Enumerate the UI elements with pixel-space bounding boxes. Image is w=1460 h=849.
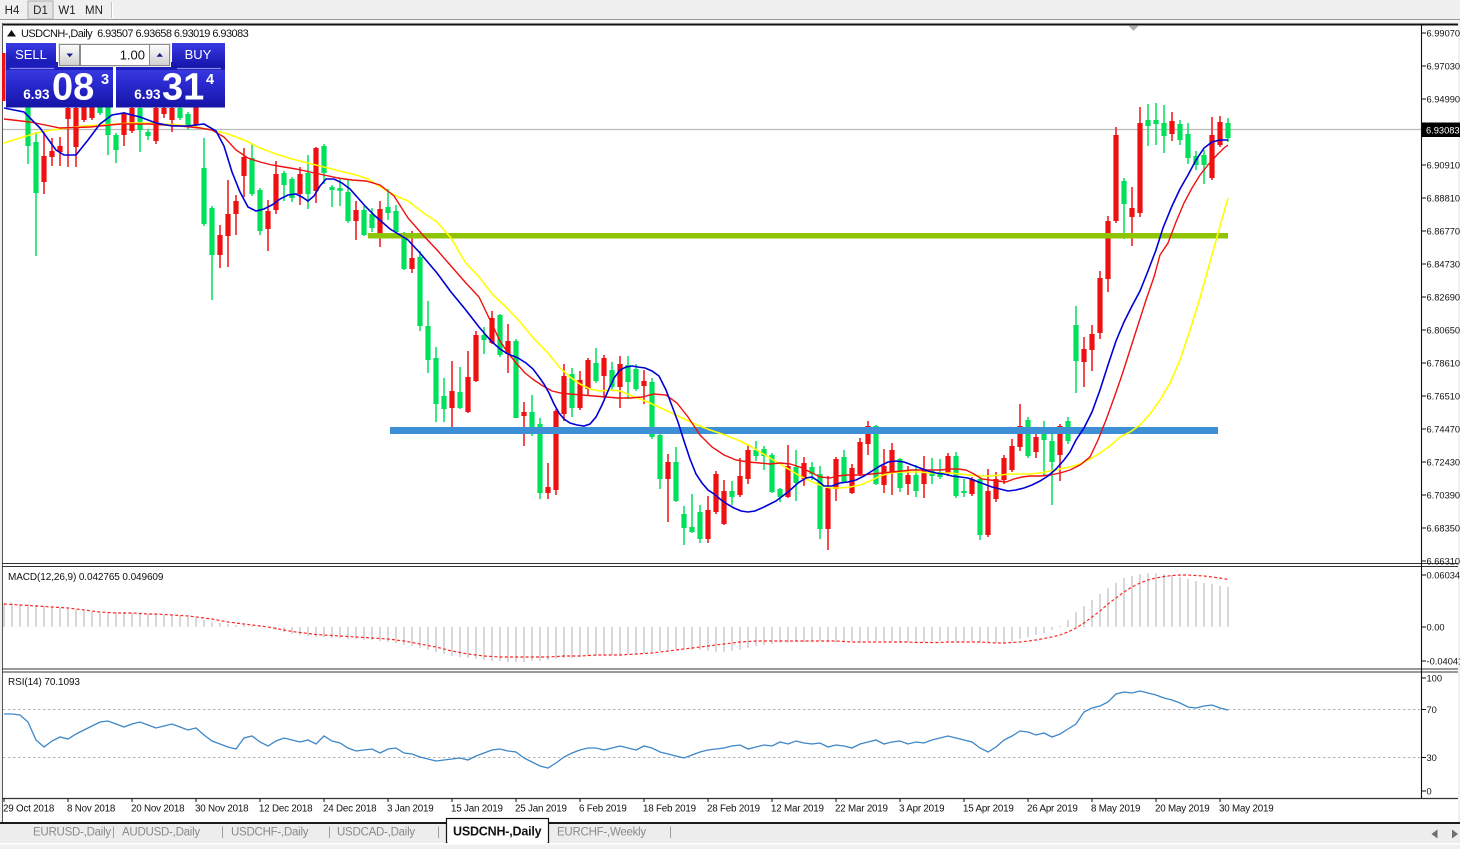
svg-text:6.70390: 6.70390: [1427, 491, 1460, 501]
svg-text:D1: D1: [33, 5, 48, 17]
svg-text:0.060342: 0.060342: [1427, 571, 1460, 581]
svg-text:28 Feb 2019: 28 Feb 2019: [707, 804, 760, 815]
svg-text:-0.040415: -0.040415: [1427, 657, 1460, 667]
svg-text:22 Mar 2019: 22 Mar 2019: [835, 804, 888, 815]
svg-text:AUDUSD-,Daily: AUDUSD-,Daily: [122, 827, 200, 839]
svg-text:USDCHF-,Daily: USDCHF-,Daily: [231, 827, 309, 839]
svg-text:0.00: 0.00: [1427, 623, 1445, 633]
svg-text:6.68350: 6.68350: [1427, 524, 1460, 534]
svg-text:6.88810: 6.88810: [1427, 194, 1460, 204]
svg-text:6.97030: 6.97030: [1427, 62, 1460, 72]
svg-text:3 Jan 2019: 3 Jan 2019: [387, 804, 433, 815]
svg-text:26 Apr 2019: 26 Apr 2019: [1027, 804, 1078, 815]
svg-text:3: 3: [101, 72, 109, 88]
svg-text:6.99070: 6.99070: [1427, 29, 1460, 39]
svg-text:30 May 2019: 30 May 2019: [1219, 804, 1273, 815]
svg-text:31: 31: [162, 67, 204, 109]
svg-text:MACD(12,26,9) 0.042765 0.04960: MACD(12,26,9) 0.042765 0.049609: [8, 572, 164, 583]
svg-text:30: 30: [1427, 753, 1437, 763]
svg-text:08: 08: [52, 67, 94, 109]
svg-text:20 May 2019: 20 May 2019: [1155, 804, 1209, 815]
svg-text:6.94990: 6.94990: [1427, 95, 1460, 105]
svg-text:6.93083: 6.93083: [1426, 125, 1460, 135]
svg-text:MN: MN: [85, 5, 103, 17]
svg-text:6.90910: 6.90910: [1427, 161, 1460, 171]
svg-text:BUY: BUY: [185, 47, 212, 62]
svg-text:EURUSD-,Daily: EURUSD-,Daily: [33, 827, 111, 839]
svg-text:8 May 2019: 8 May 2019: [1091, 804, 1140, 815]
svg-text:25 Jan 2019: 25 Jan 2019: [515, 804, 567, 815]
svg-text:USDCNH-,Daily: USDCNH-,Daily: [453, 825, 542, 839]
svg-text:6.78610: 6.78610: [1427, 359, 1460, 369]
svg-text:6.86770: 6.86770: [1427, 227, 1460, 237]
svg-text:12 Dec 2018: 12 Dec 2018: [259, 804, 313, 815]
svg-text:6.72430: 6.72430: [1427, 458, 1460, 468]
svg-text:6.74470: 6.74470: [1427, 425, 1460, 435]
svg-text:4: 4: [206, 72, 214, 88]
svg-text:|: |: [221, 827, 224, 839]
svg-text:24 Dec 2018: 24 Dec 2018: [323, 804, 377, 815]
svg-text:6.66310: 6.66310: [1427, 557, 1460, 567]
svg-text:3 Apr 2019: 3 Apr 2019: [899, 804, 944, 815]
svg-text:|: |: [437, 827, 440, 839]
svg-text:12 Mar 2019: 12 Mar 2019: [771, 804, 824, 815]
svg-text:W1: W1: [58, 5, 75, 17]
svg-text:1.00: 1.00: [120, 48, 145, 63]
svg-text:100: 100: [1427, 674, 1443, 684]
svg-text:6.84730: 6.84730: [1427, 260, 1460, 270]
svg-text:0: 0: [1427, 787, 1432, 797]
svg-text:15 Jan 2019: 15 Jan 2019: [451, 804, 503, 815]
svg-text:6 Feb 2019: 6 Feb 2019: [579, 804, 627, 815]
svg-text:20 Nov 2018: 20 Nov 2018: [131, 804, 185, 815]
svg-text:RSI(14) 70.1093: RSI(14) 70.1093: [8, 677, 80, 688]
svg-text:30 Nov 2018: 30 Nov 2018: [195, 804, 249, 815]
svg-text:EURCHF-,Weekly: EURCHF-,Weekly: [557, 827, 646, 839]
svg-text:18 Feb 2019: 18 Feb 2019: [643, 804, 696, 815]
svg-text:70: 70: [1427, 705, 1437, 715]
svg-text:6.76510: 6.76510: [1427, 392, 1460, 402]
svg-text:6.82690: 6.82690: [1427, 293, 1460, 303]
svg-text:29 Oct 2018: 29 Oct 2018: [3, 804, 55, 815]
svg-text:6.80650: 6.80650: [1427, 326, 1460, 336]
svg-text:USDCNH-,Daily 6.93507 6.93658: USDCNH-,Daily 6.93507 6.93658 6.93019 6.…: [21, 28, 249, 40]
svg-text:15 Apr 2019: 15 Apr 2019: [963, 804, 1014, 815]
svg-text:H4: H4: [5, 5, 20, 17]
svg-text:|: |: [112, 827, 115, 839]
svg-text:8 Nov 2018: 8 Nov 2018: [67, 804, 116, 815]
svg-text:SELL: SELL: [15, 47, 47, 62]
svg-text:USDCAD-,Daily: USDCAD-,Daily: [337, 827, 415, 839]
svg-text:6.93: 6.93: [134, 87, 161, 102]
svg-text:|: |: [328, 827, 331, 839]
svg-text:|: |: [669, 827, 672, 839]
svg-text:6.93: 6.93: [23, 87, 50, 102]
